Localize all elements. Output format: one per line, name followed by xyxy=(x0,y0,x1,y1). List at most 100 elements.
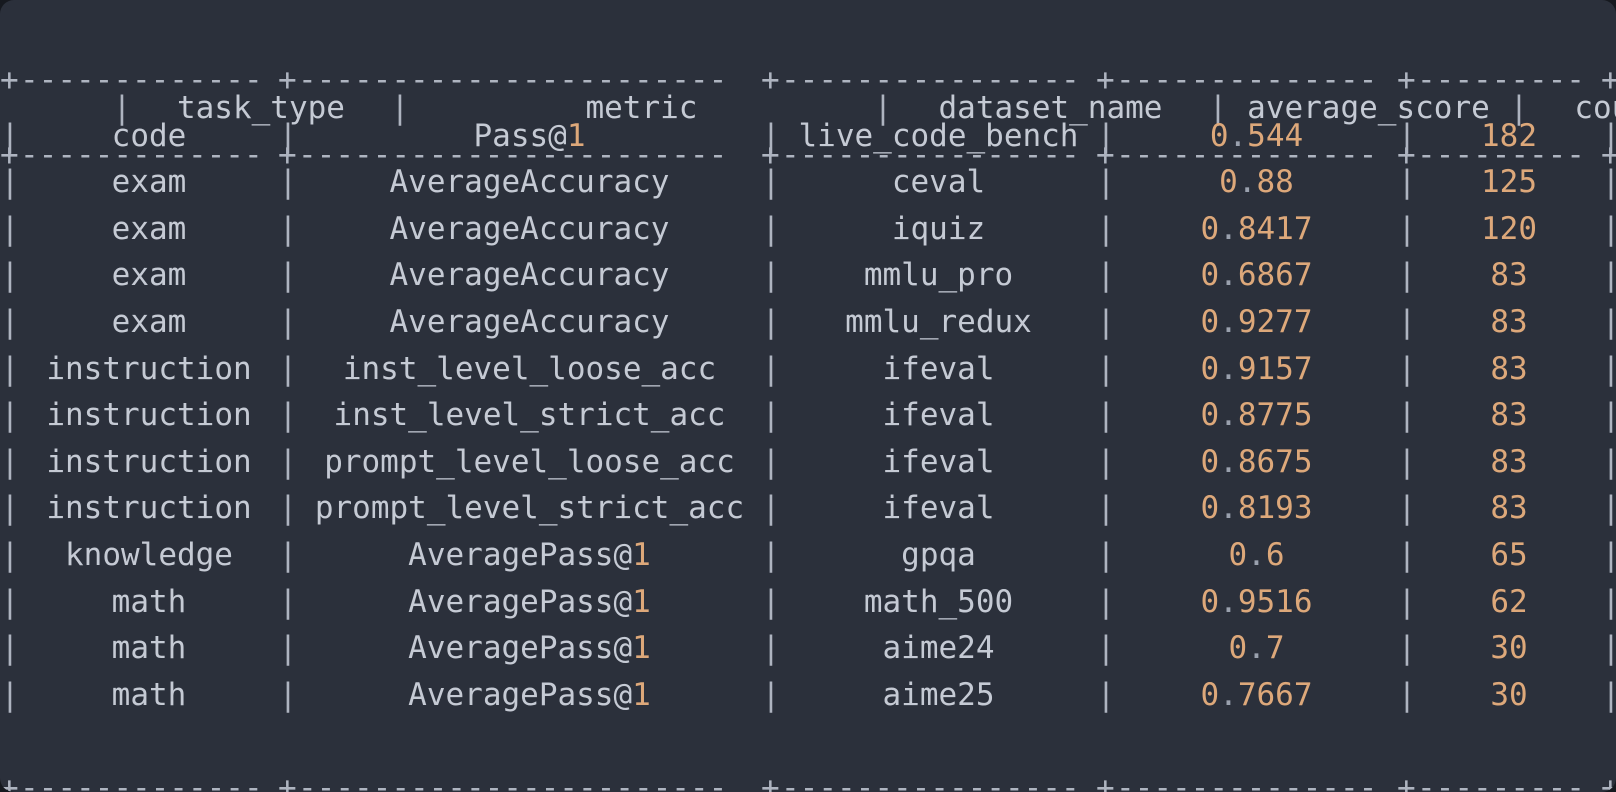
border-junction-glyph: + xyxy=(0,140,19,169)
cell-dataset-name: ifeval xyxy=(882,443,995,480)
pipe-glyph: | xyxy=(1601,350,1616,387)
table-row: | exam | AverageAccuracy | iquiz | 0.8417 | 120 | xyxy=(0,206,1616,253)
cell-count: 62 xyxy=(1490,583,1528,620)
cell-count: 30 xyxy=(1490,676,1528,713)
pipe-glyph: | xyxy=(278,676,298,713)
pipe-glyph: | xyxy=(1096,443,1116,480)
pipe-glyph: | xyxy=(761,257,781,294)
pipe-glyph: | xyxy=(1601,397,1616,434)
pipe-glyph: | xyxy=(1096,257,1116,294)
cell-average-score: 0.6 xyxy=(1228,536,1285,573)
border-junction-glyph: + xyxy=(761,66,780,94)
pipe-glyph: | xyxy=(278,397,298,434)
pipe-glyph: | xyxy=(0,443,20,480)
cell-dataset-name: mmlu_pro xyxy=(863,257,1014,294)
pipe-glyph: | xyxy=(0,210,20,247)
pipe-glyph: | xyxy=(278,210,298,247)
cell-count: 120 xyxy=(1481,210,1537,247)
table-row: | exam | AverageAccuracy | ceval | 0.88 | 125 | xyxy=(0,159,1616,206)
border-dash-glyph: -------------- xyxy=(1116,66,1378,94)
cell-average-score: 0.6867 xyxy=(1200,257,1313,294)
pipe-glyph: | xyxy=(873,89,893,126)
cell-count: 182 xyxy=(1481,117,1537,154)
cell-metric: AveragePass@1 xyxy=(408,536,651,573)
border-junction-glyph: + xyxy=(1397,140,1416,169)
cell-count: 83 xyxy=(1490,397,1528,434)
pipe-glyph: | xyxy=(1397,583,1417,620)
pipe-glyph: | xyxy=(0,164,20,201)
cell-task-type: knowledge xyxy=(65,536,233,573)
pipe-glyph: | xyxy=(278,583,298,620)
border-dash-glyph: ------------- xyxy=(20,66,263,94)
border-dash-glyph: ---------------- xyxy=(781,140,1080,169)
cell-dataset-name: aime25 xyxy=(882,676,995,713)
pipe-glyph: | xyxy=(1397,490,1417,527)
border-row-glyphs: +-------------+-----------------------+-… xyxy=(0,774,1616,792)
border-junction-glyph: + xyxy=(278,66,297,94)
pipe-glyph: | xyxy=(1601,257,1616,294)
column-header-count: count xyxy=(1574,89,1616,126)
pipe-glyph: | xyxy=(1601,490,1616,527)
border-row-glyphs: +-------------+-----------------------+-… xyxy=(0,66,1616,94)
pipe-glyph: | xyxy=(1601,536,1616,573)
cell-task-type: exam xyxy=(111,257,187,294)
pipe-glyph: | xyxy=(0,397,20,434)
pipe-glyph: | xyxy=(390,89,410,126)
border-junction-glyph: + xyxy=(1397,774,1417,792)
cell-average-score: 0.7667 xyxy=(1200,676,1313,713)
pipe-glyph: | xyxy=(278,536,298,573)
pipe-glyph: | xyxy=(1096,303,1116,340)
cell-task-type: instruction xyxy=(46,490,252,527)
pipe-glyph: | xyxy=(1208,89,1228,126)
cell-average-score: 0.8193 xyxy=(1200,490,1313,527)
cell-average-score: 0.8775 xyxy=(1200,397,1313,434)
cell-metric: AveragePass@1 xyxy=(408,676,651,713)
cell-task-type: instruction xyxy=(46,443,252,480)
pipe-glyph: | xyxy=(278,164,298,201)
pipe-glyph: | xyxy=(761,443,781,480)
cell-average-score: 0.7 xyxy=(1228,630,1285,667)
border-junction-glyph: + xyxy=(1601,66,1616,94)
pipe-glyph: | xyxy=(0,117,20,154)
cell-metric: AveragePass@1 xyxy=(408,630,651,667)
cell-metric: inst_level_strict_acc xyxy=(333,397,726,434)
cell-dataset-name: iquiz xyxy=(891,210,986,247)
pipe-glyph: | xyxy=(112,89,132,126)
pipe-glyph: | xyxy=(1096,210,1116,247)
pipe-glyph: | xyxy=(761,583,781,620)
table-row: | instruction | inst_level_loose_acc | ifeval… xyxy=(0,346,1616,393)
pipe-glyph: | xyxy=(1601,583,1616,620)
pipe-glyph: | xyxy=(1096,117,1116,154)
border-junction-glyph: + xyxy=(761,774,781,792)
pipe-glyph: | xyxy=(1096,490,1116,527)
pipe-glyph: | xyxy=(1397,117,1417,154)
pipe-glyph: | xyxy=(761,676,781,713)
pipe-glyph: | xyxy=(278,490,298,527)
cell-dataset-name: ceval xyxy=(891,164,986,201)
column-header-task-type: task_type xyxy=(176,89,345,126)
pipe-glyph: | xyxy=(1601,210,1616,247)
pipe-glyph: | xyxy=(1397,676,1417,713)
pipe-glyph: | xyxy=(761,397,781,434)
pipe-glyph: | xyxy=(0,257,20,294)
table-row: | exam | AverageAccuracy | mmlu_pro | 0.6867 | 83… xyxy=(0,252,1616,299)
cell-count: 65 xyxy=(1490,536,1528,573)
cell-dataset-name: mmlu_redux xyxy=(845,303,1032,340)
pipe-glyph: | xyxy=(1509,89,1529,126)
border-junction-glyph: + xyxy=(1397,66,1416,94)
border-dash-glyph: -------------- xyxy=(1116,774,1397,792)
table-row: | math | AveragePass@1 | math_500 | 0.9516 | 62 | xyxy=(0,579,1616,626)
cell-count: 83 xyxy=(1490,490,1528,527)
pipe-glyph: | xyxy=(761,536,781,573)
cell-average-score: 0.544 xyxy=(1209,117,1304,154)
pipe-glyph: | xyxy=(1397,536,1417,573)
border-dash-glyph: --------- xyxy=(1417,140,1585,169)
column-header-average-score: average_score xyxy=(1247,89,1490,126)
pipe-glyph: | xyxy=(1096,583,1116,620)
table-border-header: +------------- +----------------------- +-… xyxy=(0,85,1616,169)
table-body: | code | Pass@1 | live_code_bench | 0.544 | 182 | |… xyxy=(0,113,1616,719)
border-dash-glyph: ----------------------- xyxy=(298,774,761,792)
table-border-top: +------------- +----------------------- +-… xyxy=(0,10,1616,94)
pipe-glyph: | xyxy=(0,583,20,620)
